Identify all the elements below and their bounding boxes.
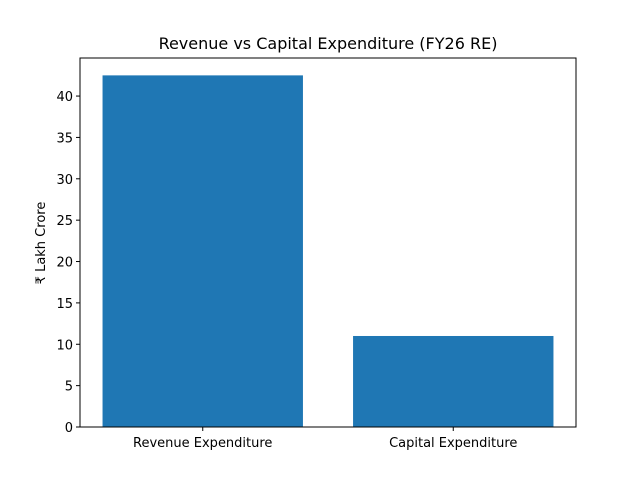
x-tick-label: Revenue Expenditure (133, 436, 272, 451)
y-tick-label: 25 (56, 214, 73, 229)
y-tick-label: 0 (65, 421, 73, 436)
x-tick-label: Capital Expenditure (389, 436, 517, 451)
y-tick-label: 5 (65, 380, 73, 395)
y-tick-label: 40 (56, 90, 73, 105)
y-tick-label: 35 (56, 131, 73, 146)
y-axis-label: ₹ Lakh Crore (34, 202, 49, 285)
y-tick-label: 15 (56, 297, 73, 312)
y-tick-label: 20 (56, 256, 73, 271)
bar-0 (102, 75, 303, 427)
chart-title: Revenue vs Capital Expenditure (FY26 RE) (159, 34, 498, 53)
y-tick-label: 30 (56, 173, 73, 188)
bar-1 (353, 335, 554, 427)
y-tick-label: 10 (56, 338, 73, 353)
axes-frame (79, 57, 577, 428)
